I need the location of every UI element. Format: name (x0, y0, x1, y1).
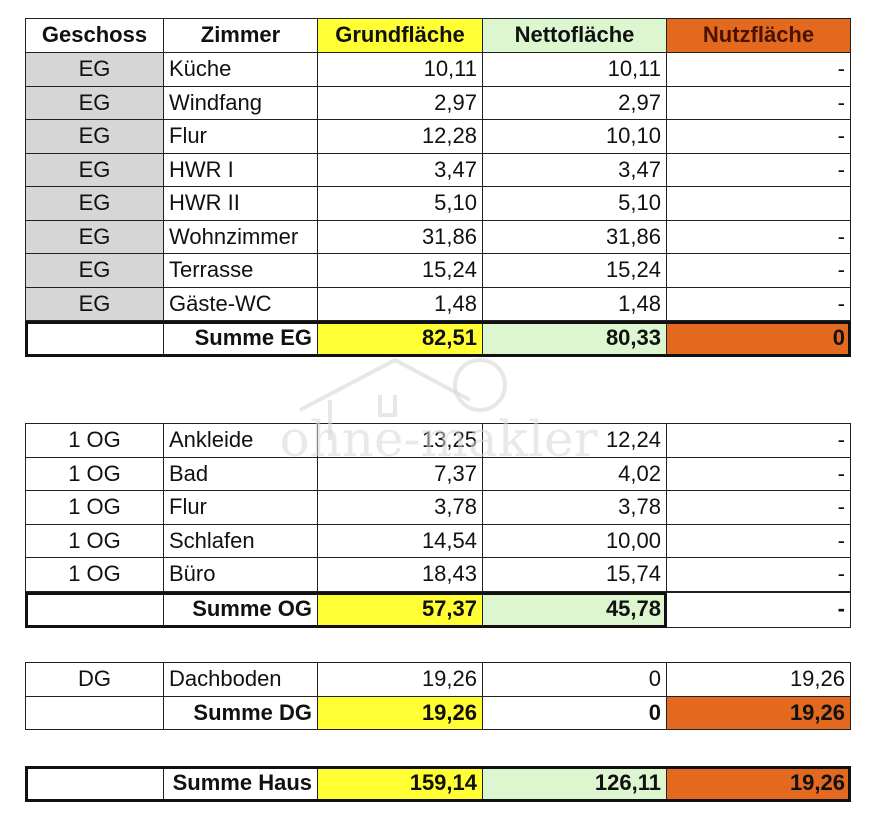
table-cell: 1 OG (25, 557, 164, 592)
table-cell: Ankleide (163, 423, 318, 458)
table-cell: 10,11 (317, 52, 483, 87)
table-cell: EG (25, 152, 164, 187)
table-cell: - (666, 523, 851, 558)
table-cell: - (666, 490, 851, 525)
table-cell: 3,47 (317, 152, 483, 187)
table-cell: 15,24 (482, 253, 667, 288)
table-cell: 1 OG (25, 523, 164, 558)
table-cell: EG (25, 52, 164, 87)
table-cell: Schlafen (163, 523, 318, 558)
table-cell: EG (25, 119, 164, 154)
sum-cell: 0 (482, 695, 667, 730)
table-cell: EG (25, 286, 164, 321)
sum-cell: 45,78 (482, 591, 667, 628)
table-cell: 3,78 (317, 490, 483, 525)
table-cell (666, 186, 851, 221)
table-cell: 7,37 (317, 456, 483, 491)
table-cell: - (666, 557, 851, 592)
table-cell: Gäste-WC (163, 286, 318, 321)
sum-cell: 19,26 (317, 695, 483, 730)
sum-cell: 82,51 (317, 321, 483, 357)
table-cell (25, 591, 164, 628)
table-cell: 19,26 (666, 662, 851, 697)
table-cell: EG (25, 186, 164, 221)
table-cell: 31,86 (317, 219, 483, 254)
header-cell: Zimmer (163, 18, 318, 53)
table-cell: Flur (163, 490, 318, 525)
sum-label: Summe Haus (163, 766, 318, 802)
table-cell: - (666, 85, 851, 120)
table-cell: 0 (482, 662, 667, 697)
sum-cell: 80,33 (482, 321, 667, 357)
table-cell: 2,97 (317, 85, 483, 120)
table-cell: 1 OG (25, 423, 164, 458)
table-cell: - (666, 219, 851, 254)
table-cell: - (666, 456, 851, 491)
sum-label: Summe OG (163, 591, 318, 628)
table-cell: 18,43 (317, 557, 483, 592)
header-cell: Nettofläche (482, 18, 667, 53)
table-cell: 1,48 (317, 286, 483, 321)
table-cell: EG (25, 219, 164, 254)
header-cell: Grundfläche (317, 18, 483, 53)
table-cell: - (666, 152, 851, 187)
table-cell: 12,24 (482, 423, 667, 458)
sum-cell: 19,26 (666, 766, 851, 802)
table-cell: 15,74 (482, 557, 667, 592)
sum-cell: 57,37 (317, 591, 483, 628)
table-cell: EG (25, 253, 164, 288)
table-cell: Küche (163, 52, 318, 87)
header-cell: Nutzfläche (666, 18, 851, 53)
header-cell: Geschoss (25, 18, 164, 53)
table-cell (25, 321, 164, 357)
table-cell: 19,26 (317, 662, 483, 697)
table-cell: - (666, 119, 851, 154)
table-cell: 2,97 (482, 85, 667, 120)
table-cell: - (666, 423, 851, 458)
table-cell: 15,24 (317, 253, 483, 288)
table-cell: 31,86 (482, 219, 667, 254)
table-cell: 10,11 (482, 52, 667, 87)
table-cell: Flur (163, 119, 318, 154)
table-cell: Dachboden (163, 662, 318, 697)
table-cell: 5,10 (482, 186, 667, 221)
table-cell: EG (25, 85, 164, 120)
table-cell: 3,47 (482, 152, 667, 187)
sum-label: Summe DG (163, 695, 318, 730)
table-cell: Wohnzimmer (163, 219, 318, 254)
table-cell: 3,78 (482, 490, 667, 525)
table-cell: - (666, 253, 851, 288)
table-cell: 4,02 (482, 456, 667, 491)
table-cell: Bad (163, 456, 318, 491)
table-cell: Büro (163, 557, 318, 592)
sum-cell: 19,26 (666, 695, 851, 730)
table-cell: HWR II (163, 186, 318, 221)
table-cell: - (666, 52, 851, 87)
table-cell: 5,10 (317, 186, 483, 221)
table-cell: 14,54 (317, 523, 483, 558)
sum-label: Summe EG (163, 321, 318, 357)
table-cell: 10,10 (482, 119, 667, 154)
table-cell: 1,48 (482, 286, 667, 321)
table-cell: Windfang (163, 85, 318, 120)
sum-cell: 126,11 (482, 766, 667, 802)
table-cell: Terrasse (163, 253, 318, 288)
table-cell: 1 OG (25, 490, 164, 525)
table-cell: HWR I (163, 152, 318, 187)
sum-cell: 159,14 (317, 766, 483, 802)
table-cell: DG (25, 662, 164, 697)
sum-cell: 0 (666, 321, 851, 357)
table-cell: - (666, 286, 851, 321)
table-cell: 12,28 (317, 119, 483, 154)
table-cell: 13,25 (317, 423, 483, 458)
table-cell: 1 OG (25, 456, 164, 491)
table-cell: 10,00 (482, 523, 667, 558)
table-cell (25, 766, 164, 802)
table-cell (25, 695, 164, 730)
sum-cell: - (666, 591, 851, 628)
